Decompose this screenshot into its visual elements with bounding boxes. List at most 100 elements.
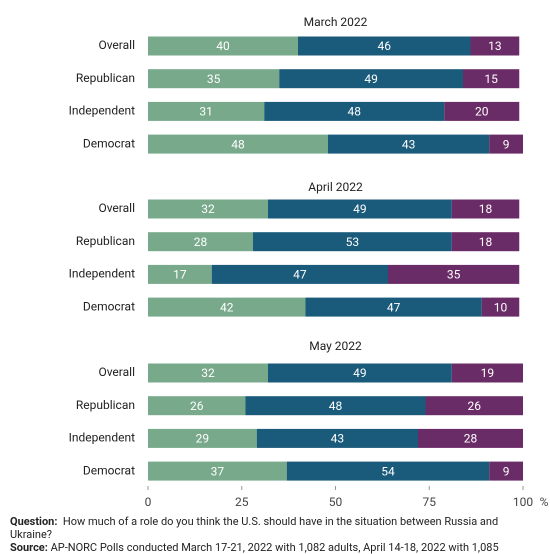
value-label: 28 <box>194 235 208 249</box>
category-label: Overall <box>98 365 135 379</box>
value-label: 43 <box>331 432 345 446</box>
bar-segment <box>305 297 482 317</box>
x-tick-label: 100 <box>513 495 533 509</box>
bar-segment <box>470 36 520 56</box>
bar-segment <box>463 69 520 89</box>
value-label: 32 <box>201 366 215 380</box>
bar-segment <box>148 101 265 121</box>
category-label: Overall <box>98 201 135 215</box>
value-label: 20 <box>475 105 489 119</box>
chart: March 2022 Overall 40 46 13 Republican 35 49 15 I… <box>69 15 549 509</box>
value-label: 49 <box>364 72 378 86</box>
bar-segment <box>211 264 388 284</box>
bar-segment <box>256 428 418 448</box>
x-tick-label: 50 <box>329 495 343 509</box>
value-label: 53 <box>346 235 360 249</box>
category-label: Democrat <box>83 136 135 150</box>
value-label: 9 <box>503 137 510 151</box>
category-label: Independent <box>69 431 136 445</box>
bar-segment <box>148 363 268 383</box>
x-axis-label: % <box>540 495 549 509</box>
value-label: 37 <box>211 464 225 478</box>
bar-segment <box>328 134 490 154</box>
bar-segment <box>444 101 520 121</box>
value-label: 48 <box>329 399 343 413</box>
value-label: 9 <box>503 464 510 478</box>
category-label: Republican <box>76 398 135 412</box>
category-label: Democrat <box>83 463 135 477</box>
value-label: 28 <box>464 432 478 446</box>
bar-segment <box>481 297 520 317</box>
value-label: 18 <box>479 235 493 249</box>
bar-segment <box>451 363 523 383</box>
question-text: How much of a role do you think the U.S.… <box>10 515 499 541</box>
value-label: 47 <box>387 300 401 314</box>
value-label: 49 <box>353 366 367 380</box>
value-label: 40 <box>216 39 230 53</box>
bar-segment <box>388 264 520 284</box>
bar-segment <box>264 101 445 121</box>
category-label: Independent <box>69 267 136 281</box>
category-label: Democrat <box>83 299 135 313</box>
value-label: 26 <box>468 399 482 413</box>
bar-segment <box>148 69 280 89</box>
bar-segment <box>148 428 257 448</box>
bar-segment <box>489 461 523 481</box>
value-label: 43 <box>402 137 416 151</box>
value-label: 19 <box>481 366 495 380</box>
value-label: 15 <box>484 72 498 86</box>
x-tick-label: 0 <box>145 495 152 509</box>
bar-segment <box>268 363 452 383</box>
bar-segment <box>279 69 463 89</box>
bar-segment <box>148 396 246 416</box>
bar-segment <box>253 232 452 252</box>
bar-segment <box>451 232 520 252</box>
value-label: 48 <box>231 137 245 151</box>
category-label: Overall <box>98 38 135 52</box>
notes: Question: How much of a role do you thin… <box>10 515 540 554</box>
value-label: 31 <box>199 105 213 119</box>
value-label: 47 <box>293 268 307 282</box>
value-label: 32 <box>201 202 215 216</box>
bar-segment <box>148 297 306 317</box>
bar-segment <box>298 36 471 56</box>
bar-segment <box>148 36 298 56</box>
value-label: 17 <box>173 268 187 282</box>
value-label: 26 <box>190 399 204 413</box>
bar-segment <box>148 264 212 284</box>
bar-segment <box>418 428 523 448</box>
question-label: Question: <box>10 515 58 528</box>
value-label: 46 <box>378 39 392 53</box>
value-label: 10 <box>494 300 508 314</box>
category-label: Republican <box>76 71 135 85</box>
bar-segment <box>148 461 287 481</box>
panel-title: April 2022 <box>308 180 363 194</box>
panel-title: May 2022 <box>309 339 362 353</box>
bar-segment <box>425 396 523 416</box>
bar-segment <box>245 396 426 416</box>
panel-title: March 2022 <box>304 15 368 29</box>
category-label: Independent <box>69 104 136 118</box>
source-text: AP-NORC Polls conducted March 17-21, 202… <box>50 541 499 554</box>
x-tick-label: 75 <box>423 495 437 509</box>
category-label: Republican <box>76 234 135 248</box>
bar-segment <box>268 199 452 219</box>
value-label: 54 <box>381 464 395 478</box>
value-label: 35 <box>447 268 461 282</box>
bar-segment <box>148 199 268 219</box>
value-label: 18 <box>479 202 493 216</box>
question: Question: How much of a role do you thin… <box>10 515 540 541</box>
bar-segment <box>148 232 253 252</box>
value-label: 35 <box>207 72 221 86</box>
x-tick-label: 25 <box>235 495 249 509</box>
value-label: 42 <box>220 300 234 314</box>
bar-segment <box>286 461 490 481</box>
bar-segment <box>489 134 523 154</box>
source: Source: AP-NORC Polls conducted March 17… <box>10 541 540 554</box>
value-label: 13 <box>488 39 502 53</box>
bar-segment <box>148 134 328 154</box>
value-label: 48 <box>348 105 362 119</box>
value-label: 29 <box>196 432 210 446</box>
source-label: Source: <box>10 541 48 554</box>
